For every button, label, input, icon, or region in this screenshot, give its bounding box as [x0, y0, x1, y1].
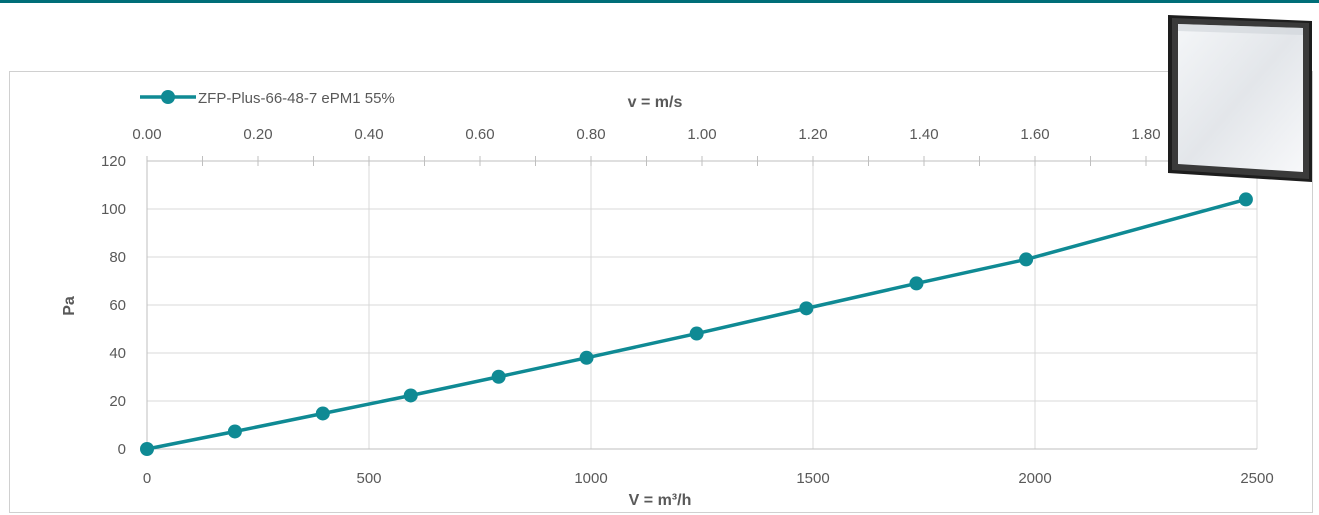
x2-tick-label: 1.80	[1131, 126, 1160, 143]
x2-tick-label: 1.00	[687, 126, 716, 143]
data-point	[579, 350, 594, 365]
y-tick-label: 80	[109, 249, 126, 266]
series-layer	[140, 192, 1253, 456]
x-tick-label: 500	[356, 470, 381, 487]
bottom-axis-title: V = m³/h	[629, 492, 692, 509]
data-point	[1019, 252, 1034, 267]
x-tick-label: 1500	[796, 470, 829, 487]
y-tick-label: 60	[109, 297, 126, 314]
x2-tick-label: 0.60	[465, 126, 494, 143]
data-point	[491, 369, 506, 384]
x2-tick-label: 0.20	[243, 126, 272, 143]
tick-labels: 0 20 40 60 80 100 120 0 500 1000 1500 2000 2500 0.00 0…	[101, 126, 1274, 487]
x2-tick-label: 1.60	[1020, 126, 1049, 143]
x2-tick-label: 0.40	[354, 126, 383, 143]
data-point	[1238, 192, 1253, 207]
x-tick-label: 2500	[1240, 470, 1273, 487]
y-axis-title: Pa	[61, 296, 78, 316]
y-tick-label: 20	[109, 393, 126, 410]
y-tick-label: 40	[109, 345, 126, 362]
data-point	[909, 276, 924, 291]
gridlines	[147, 160, 1258, 449]
x-tick-label: 1000	[574, 470, 607, 487]
x-tick-label: 2000	[1018, 470, 1051, 487]
y-tick-label: 100	[101, 201, 126, 218]
series-line	[146, 197, 1247, 451]
top-axis-title: v = m/s	[628, 94, 683, 111]
y-tick-label: 120	[101, 153, 126, 170]
data-point	[227, 424, 242, 439]
filter-product-image	[1168, 15, 1312, 182]
x-tick-label: 0	[143, 470, 151, 487]
axes	[146, 156, 1258, 450]
y-tick-label: 0	[118, 441, 126, 458]
chart-frame	[9, 71, 1313, 513]
data-point	[403, 388, 418, 403]
data-point	[799, 301, 814, 316]
x2-tick-label: 0.80	[576, 126, 605, 143]
data-point	[689, 326, 704, 341]
legend-label: ZFP-Plus-66-48-7 ePM1 55%	[198, 90, 395, 107]
x2-tick-label: 1.40	[909, 126, 938, 143]
x2-tick-label: 1.20	[798, 126, 827, 143]
legend: ZFP-Plus-66-48-7 ePM1 55%	[140, 90, 395, 107]
data-point	[140, 442, 154, 456]
legend-marker	[161, 90, 175, 104]
data-point	[315, 406, 330, 421]
x2-tick-label: 0.00	[132, 126, 161, 143]
top-accent-rule	[0, 0, 1319, 3]
